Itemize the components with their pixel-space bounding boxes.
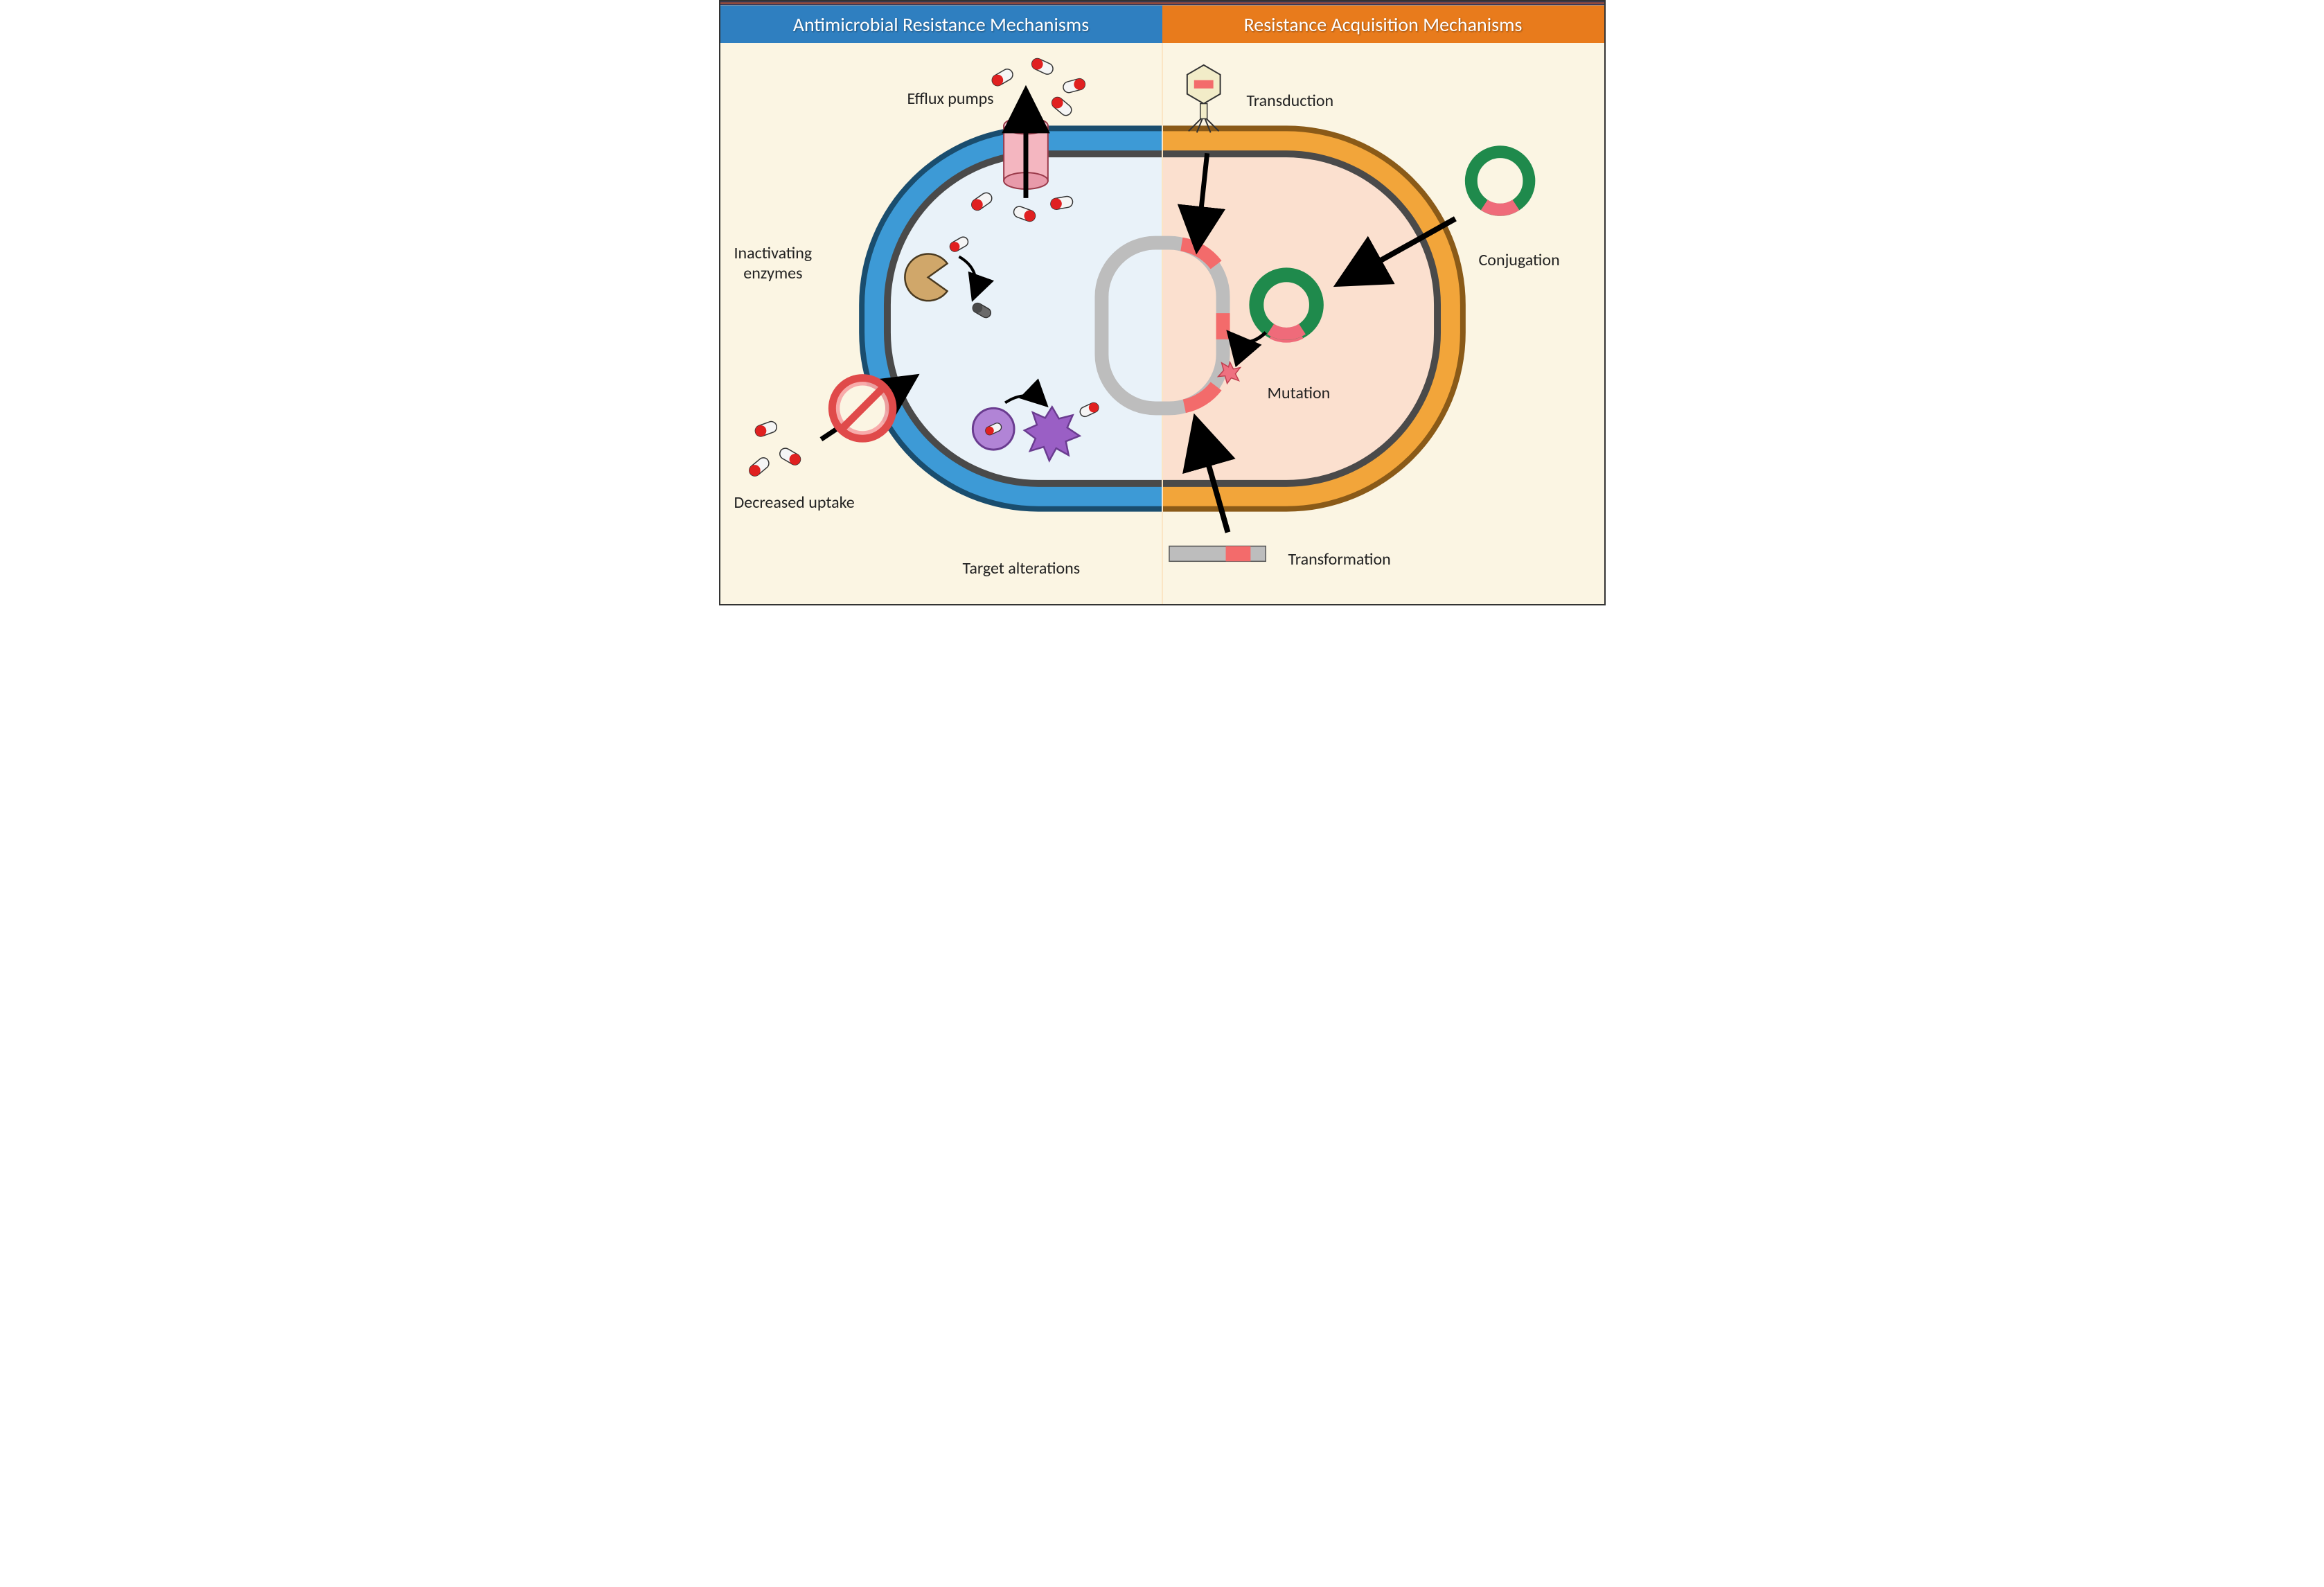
efflux-pump — [1004, 90, 1048, 198]
label-transformation: Transformation — [1288, 550, 1391, 570]
diagram-frame: Antimicrobial Resistance Mechanisms Resi… — [719, 0, 1606, 605]
label-target: Target alterations — [963, 559, 1081, 579]
label-decreased: Decreased uptake — [734, 493, 855, 513]
header-bar: Antimicrobial Resistance Mechanisms Resi… — [720, 6, 1604, 43]
header-right: Resistance Acquisition Mechanisms — [1162, 6, 1604, 43]
dna-fragment — [1169, 546, 1265, 561]
label-efflux: Efflux pumps — [907, 89, 994, 109]
decreased-uptake — [747, 377, 915, 479]
phage-icon — [1187, 65, 1220, 133]
label-conjugation: Conjugation — [1479, 251, 1560, 271]
diagram-canvas: Efflux pumps Inactivating enzymes Decrea… — [720, 43, 1604, 604]
label-transduction: Transduction — [1247, 91, 1334, 112]
diagram-svg — [720, 43, 1604, 604]
label-mutation: Mutation — [1268, 384, 1331, 404]
label-inactivating: Inactivating enzymes — [734, 244, 813, 284]
plasmid-outside — [1471, 152, 1529, 210]
header-left: Antimicrobial Resistance Mechanisms — [720, 6, 1162, 43]
